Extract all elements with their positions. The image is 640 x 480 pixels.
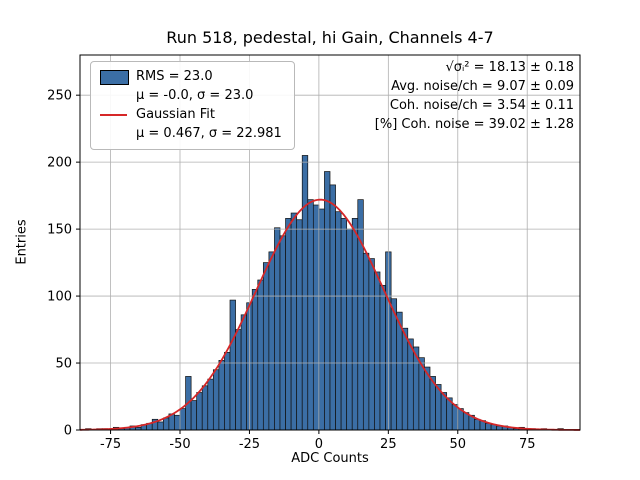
histogram-bar <box>262 262 270 431</box>
x-tick-label: 25 <box>380 437 397 452</box>
x-tick-label: -25 <box>239 437 260 452</box>
histogram-bar <box>401 327 409 431</box>
histogram-bar <box>285 218 292 431</box>
y-tick-label: 50 <box>55 357 72 372</box>
histogram-bar <box>396 311 403 431</box>
gaussian-fit-curve <box>79 198 580 431</box>
legend-fit-label: Gaussian Fit <box>136 107 216 122</box>
x-axis-label: ADC Counts <box>291 451 369 466</box>
plot-border <box>79 54 581 431</box>
histogram-bar <box>240 314 248 431</box>
histogram-bar <box>407 338 414 431</box>
histogram-bar <box>157 421 164 431</box>
histogram-bar <box>357 199 364 431</box>
histogram-bar <box>201 385 209 431</box>
histogram-bar <box>179 408 186 431</box>
y-tick-label: 0 <box>64 424 72 439</box>
histogram-bar <box>212 369 220 431</box>
histogram-bar <box>257 279 264 431</box>
anno-sigma-total: √σᵢ² = 18.13 ± 0.18 <box>445 60 574 75</box>
histogram-bar <box>279 235 286 431</box>
legend-hist-stats: μ = -0.0, σ = 23.0 <box>136 88 254 103</box>
stats-annotations: √σᵢ² = 18.13 ± 0.18 Avg. noise/ch = 9.07… <box>375 58 574 134</box>
y-axis-label: Entries <box>14 219 30 265</box>
legend-fit-stats: μ = 0.467, σ = 22.981 <box>136 126 282 141</box>
histogram-bar <box>196 392 203 431</box>
chart-title: Run 518, pedestal, hi Gain, Channels 4-7 <box>166 28 494 47</box>
y-tick-label: 150 <box>47 223 72 238</box>
x-tick-label: 0 <box>315 437 323 452</box>
histogram-bar <box>251 289 259 431</box>
y-tick-label: 250 <box>47 89 72 104</box>
y-tick-label: 100 <box>47 290 72 305</box>
histogram-bar <box>218 360 225 431</box>
histogram-bar <box>268 251 275 431</box>
histogram-bar <box>362 252 370 431</box>
histogram-bar <box>451 404 459 431</box>
y-tick-label: 200 <box>47 156 72 171</box>
histogram-bar <box>207 378 214 431</box>
histogram-bar <box>174 414 181 431</box>
anno-coh-noise: Coh. noise/ch = 3.54 ± 0.11 <box>389 98 574 113</box>
histogram-bar <box>312 204 320 431</box>
histogram-bar <box>329 184 336 431</box>
histogram-bar <box>474 418 481 431</box>
histogram-bar <box>440 392 448 431</box>
histogram-bar <box>324 171 331 431</box>
histogram-bar <box>390 298 398 431</box>
histogram-bar <box>346 228 353 431</box>
histogram-bar <box>307 199 314 431</box>
legend-rms-label: RMS = 23.0 <box>136 69 213 84</box>
x-tick-label: 75 <box>519 437 536 452</box>
x-tick-label: -50 <box>169 437 190 452</box>
histogram-bar <box>335 211 342 431</box>
histogram-bar <box>224 351 231 431</box>
histogram-bar <box>229 299 236 431</box>
x-tick-label: 50 <box>450 437 467 452</box>
legend-fit-swatch <box>100 113 127 117</box>
legend-hist-swatch <box>100 69 129 85</box>
histogram-bar <box>296 219 303 431</box>
histogram-bar <box>162 417 170 431</box>
histogram-bar <box>318 208 325 431</box>
legend: RMS = 23.0 μ = -0.0, σ = 23.0 Gaussian F… <box>90 61 295 150</box>
histogram-bar <box>274 227 281 431</box>
histogram-bar <box>368 258 375 431</box>
histogram-bar <box>351 218 359 431</box>
anno-coh-noise-pct: [%] Coh. noise = 39.02 ± 1.28 <box>374 117 574 132</box>
histogram-bar <box>190 400 198 431</box>
histogram-bar <box>290 212 298 431</box>
histogram-bar <box>301 155 309 431</box>
histogram-bar <box>235 329 242 431</box>
x-tick-label: -75 <box>100 437 121 452</box>
anno-avg-noise: Avg. noise/ch = 9.07 ± 0.09 <box>391 79 574 94</box>
histogram-bar <box>379 285 386 431</box>
histogram-bar <box>374 271 381 431</box>
histogram-bar <box>340 218 348 431</box>
